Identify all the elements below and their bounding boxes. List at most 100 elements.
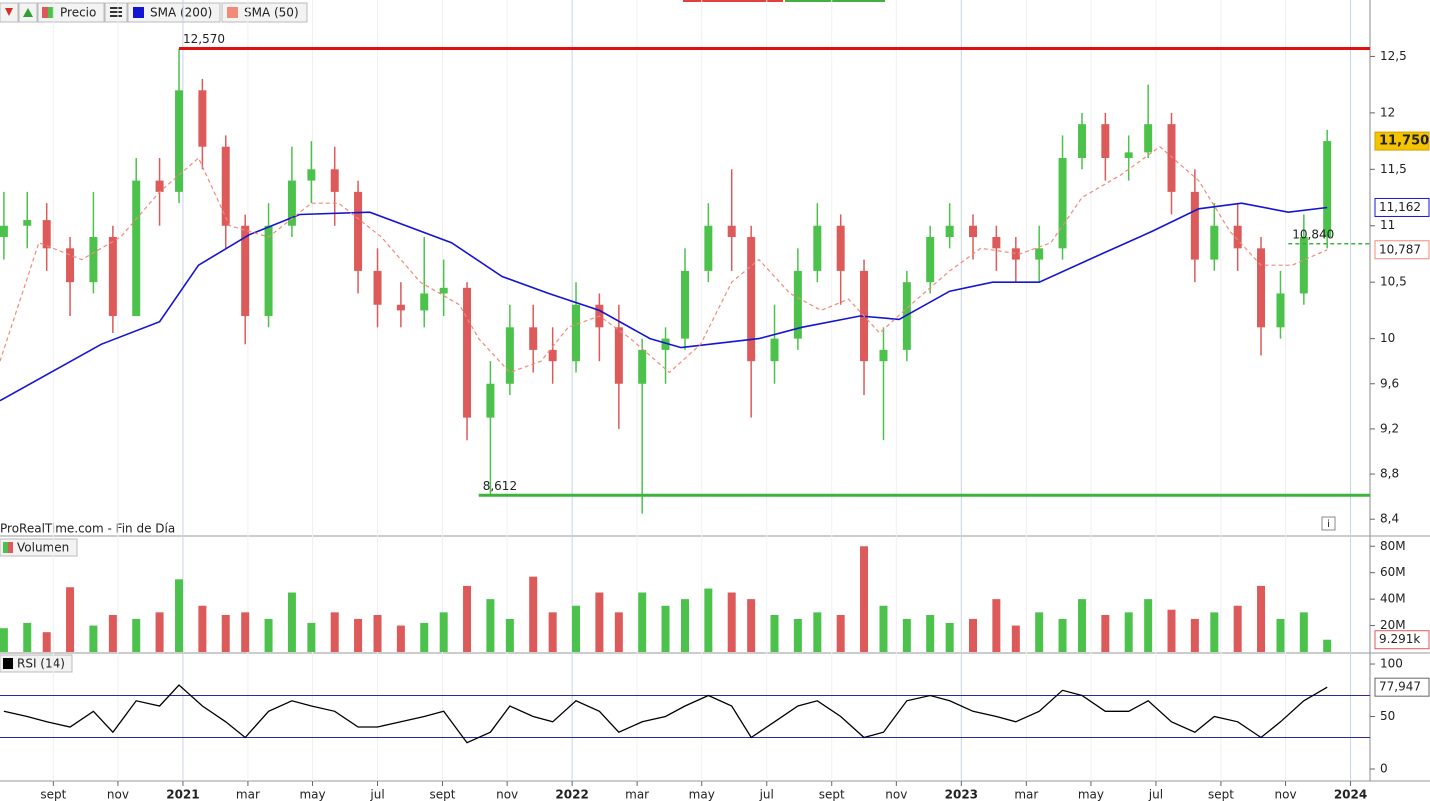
candle-body (42, 220, 51, 249)
candle-body (969, 225, 978, 238)
candle-body (175, 90, 184, 192)
candle-body (132, 180, 141, 317)
legend-swatch (227, 7, 238, 18)
price-tag (1374, 131, 1430, 151)
volume-bar (287, 592, 296, 652)
legend-item[interactable] (221, 2, 308, 23)
volume-bar (354, 618, 363, 652)
volume-bar (221, 614, 230, 652)
candle-body (287, 180, 296, 226)
x-tick-label: mar (1014, 788, 1038, 801)
volume-bar (926, 614, 935, 652)
sma-line (0, 145, 1328, 374)
x-tick-label: may (1078, 788, 1104, 801)
candle-body (813, 225, 822, 271)
price-tag-label: 77,947 (1379, 680, 1421, 694)
y-tick-label: 9,6 (1380, 376, 1399, 390)
volume-bar (813, 612, 822, 652)
info-button[interactable] (1321, 516, 1336, 531)
x-tick-label: sept (1208, 788, 1234, 801)
panel-label-box (0, 538, 78, 557)
price-tag (1374, 677, 1430, 697)
legend-label: Precio (60, 6, 96, 20)
candle-body (1101, 124, 1110, 159)
panel-title: RSI (14) (17, 657, 65, 671)
candle-body (793, 270, 802, 339)
x-tick-label: nov (1275, 788, 1297, 801)
candle-body (221, 146, 230, 226)
volume-bar (1233, 605, 1242, 652)
x-tick-label: mar (236, 788, 260, 801)
volume-bar (420, 622, 429, 652)
candle-body (198, 90, 207, 147)
volume-bar (439, 612, 448, 652)
candle-body (1257, 248, 1266, 328)
candle-body (614, 327, 623, 384)
y-tick-label: 10 (1380, 331, 1395, 345)
candle-body (548, 349, 557, 362)
candle-body (241, 225, 250, 317)
legend-label: SMA (50) (244, 6, 299, 20)
volume-bar (198, 605, 207, 652)
x-tick-label: 2023 (945, 788, 978, 801)
volume-bar (396, 625, 405, 652)
sma-line (0, 202, 1328, 402)
x-tick-label: may (299, 788, 325, 801)
candle-body (0, 225, 8, 238)
volume-bar (1167, 609, 1176, 652)
y-tick-label: 12 (1380, 105, 1395, 119)
x-tick-label: 2021 (166, 788, 199, 801)
legend-item[interactable] (37, 2, 105, 23)
volume-bar (1323, 639, 1332, 652)
icon (3, 542, 8, 553)
y-tick-label: 100 (1380, 657, 1403, 671)
candle-body (572, 304, 581, 362)
candle-body (1190, 191, 1199, 260)
volume-bar (681, 599, 689, 652)
candle-body (836, 225, 845, 271)
candle-body (1144, 124, 1153, 153)
volume-bar (879, 605, 888, 652)
candle-body (638, 349, 647, 384)
x-tick-label: jul (1148, 788, 1163, 801)
volume-bar (66, 587, 75, 652)
volume-bar (0, 628, 8, 652)
price-tag (1374, 240, 1430, 260)
y-tick-label: 9,2 (1380, 421, 1399, 435)
volume-bar (89, 625, 98, 652)
candle-body (945, 225, 954, 238)
volume-bar (638, 592, 647, 652)
x-tick-label: sept (40, 788, 66, 801)
candle-body (307, 169, 316, 181)
candle-body (1124, 152, 1133, 159)
volume-bar (1124, 612, 1133, 652)
candle-body (1323, 141, 1332, 238)
level-label: 8,612 (483, 479, 517, 493)
y-tick-label: 40M (1380, 592, 1406, 606)
volume-bar (486, 599, 495, 652)
toolbar: Precio SMA (200) SMA (50) (0, 2, 308, 23)
candle-body (66, 248, 75, 283)
x-tick-label: nov (885, 788, 907, 801)
x-tick-label: sept (430, 788, 456, 801)
candle-body (420, 293, 429, 311)
volume-bar (548, 612, 557, 652)
candle-body (770, 338, 779, 362)
legend-item[interactable] (127, 2, 221, 23)
x-tick-label: nov (496, 788, 518, 801)
y-tick-label: 12,5 (1380, 49, 1407, 63)
volume-bar (770, 614, 779, 652)
volume-bar (614, 612, 623, 652)
volume-bar (572, 605, 581, 652)
y-tick-label: 20M (1380, 618, 1406, 632)
icon (3, 658, 13, 669)
y-tick-label: 10,5 (1380, 275, 1407, 289)
candle-body (486, 383, 495, 418)
volume-bar (1077, 599, 1086, 652)
price-tag-label: 11,750 (1379, 134, 1429, 149)
candle-body (704, 225, 713, 271)
candle-body (330, 169, 339, 192)
candle-body (1210, 225, 1219, 260)
decor (785, 0, 885, 2)
x-tick-label: 2022 (555, 788, 588, 801)
